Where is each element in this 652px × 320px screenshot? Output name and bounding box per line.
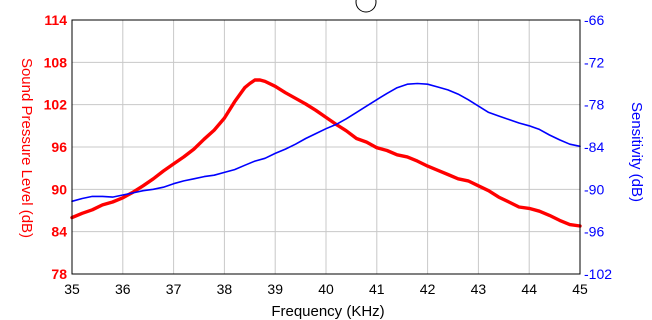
right-tick-label: -102 (584, 266, 612, 282)
right-tick-label: -96 (584, 224, 604, 240)
spl-line (70, 78, 582, 228)
x-tick-label: 36 (115, 281, 131, 297)
left-tick-label: 108 (44, 54, 68, 70)
x-tick-label: 42 (420, 281, 436, 297)
x-tick-label: 38 (217, 281, 233, 297)
x-tick-label: 41 (369, 281, 385, 297)
x-tick-label: 39 (267, 281, 283, 297)
series-lines (70, 78, 582, 228)
right-tick-label: -84 (584, 139, 604, 155)
right-tick-label: -66 (584, 12, 604, 28)
left-axis-ticks: 78 84 90 96 102 108 114 (44, 12, 68, 282)
x-axis-title: Frequency (KHz) (271, 303, 384, 320)
right-tick-label: -90 (584, 181, 604, 197)
clipped-circle-icon (355, 0, 377, 13)
grid (71, 19, 581, 275)
x-tick-label: 44 (521, 281, 537, 297)
left-tick-label: 84 (51, 224, 67, 240)
x-axis-ticks: 35 36 37 38 39 40 41 42 43 44 45 (64, 281, 588, 297)
left-tick-label: 96 (51, 139, 67, 155)
right-axis-ticks: -102 -96 -90 -84 -78 -72 -66 (584, 12, 612, 282)
left-tick-label: 90 (51, 181, 67, 197)
left-axis-title: Sound Pressure Level (dB) (18, 58, 35, 238)
x-tick-label: 43 (471, 281, 487, 297)
left-tick-label: 114 (44, 12, 67, 28)
right-tick-label: -72 (584, 54, 604, 70)
x-tick-label: 35 (64, 281, 80, 297)
left-tick-label: 78 (51, 266, 67, 282)
x-tick-label: 37 (166, 281, 182, 297)
right-tick-label: -78 (584, 97, 604, 113)
x-tick-label: 45 (572, 281, 588, 297)
plot-frame (71, 19, 581, 275)
x-tick-label: 40 (318, 281, 334, 297)
left-tick-label: 102 (44, 97, 68, 113)
sensitivity-line (71, 82, 581, 203)
right-axis-title: Sensitivity (dB) (628, 102, 645, 202)
